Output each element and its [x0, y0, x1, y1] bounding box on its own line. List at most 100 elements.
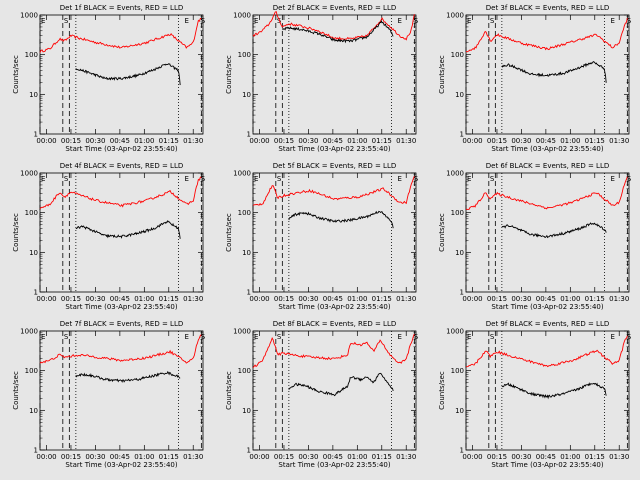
interval-marker-s: S	[64, 333, 69, 341]
y-tick-label: 1000	[20, 12, 38, 20]
lld-series-line	[252, 10, 415, 41]
y-tick-label: 1	[34, 447, 38, 455]
x-tick-label: 00:30	[85, 453, 105, 461]
x-tick-label: 00:30	[85, 295, 105, 303]
y-tick-label: 100	[25, 367, 38, 375]
plot-panel-1: Det 1f BLACK = Events, RED = LLD 1 10 100 10…	[12, 4, 206, 153]
x-tick-label: 00:30	[298, 137, 318, 145]
x-tick-label: 01:00	[134, 453, 154, 461]
x-tick-label: 01:15	[372, 295, 392, 303]
y-axis-label: Counts/sec	[438, 371, 446, 410]
x-tick-label: 01:00	[347, 295, 367, 303]
interval-marker-e: E	[467, 17, 471, 25]
interval-marker-e: E	[184, 17, 188, 25]
x-tick-label: 00:30	[298, 295, 318, 303]
y-tick-label: 1	[460, 447, 464, 455]
x-tick-label: 00:30	[298, 453, 318, 461]
x-tick-label: 00:45	[323, 137, 343, 145]
plot-frame	[252, 172, 417, 293]
x-tick-label: 01:30	[396, 137, 416, 145]
y-tick-label: 10	[455, 407, 464, 415]
plot-frame	[39, 14, 204, 135]
lld-series-line	[252, 333, 415, 369]
interval-marker-s: S	[201, 333, 206, 341]
x-tick-label: 00:45	[323, 453, 343, 461]
interval-marker-s: S	[627, 17, 632, 25]
y-tick-label: 1	[34, 131, 38, 139]
interval-marker-e: E	[397, 175, 401, 183]
x-tick-label: 01:00	[134, 295, 154, 303]
x-axis-label: Start Time (03-Apr-02 23:55:40)	[65, 461, 177, 469]
y-tick-label: 10	[242, 91, 251, 99]
events-series-line	[281, 19, 394, 44]
y-tick-label: 100	[25, 51, 38, 59]
lld-series-line	[39, 18, 202, 53]
interval-marker-e: E	[254, 175, 258, 183]
x-tick-label: 00:00	[249, 295, 269, 303]
interval-marker-s: S	[277, 333, 282, 341]
x-tick-label: 00:15	[487, 295, 507, 303]
x-tick-label: 01:15	[159, 295, 179, 303]
y-tick-label: 1	[460, 131, 464, 139]
x-tick-label: 00:15	[487, 453, 507, 461]
lld-series-line	[465, 335, 628, 368]
y-tick-label: 100	[451, 367, 464, 375]
x-tick-label: 00:00	[36, 453, 56, 461]
y-tick-label: 1000	[233, 328, 251, 336]
x-tick-label: 01:15	[585, 295, 605, 303]
lld-series-line	[39, 334, 202, 364]
y-tick-label: 1000	[20, 170, 38, 178]
y-tick-label: 10	[29, 407, 38, 415]
x-tick-label: 00:00	[36, 295, 56, 303]
events-series-line	[288, 372, 394, 397]
interval-marker-s: S	[414, 333, 419, 341]
x-tick-label: 00:45	[536, 295, 556, 303]
y-tick-label: 1	[247, 289, 251, 297]
plot-title: Det 2f BLACK = Events, RED = LLD	[273, 4, 396, 12]
interval-marker-e: E	[184, 333, 188, 341]
lld-series-line	[39, 176, 202, 210]
plot-panel-4: Det 4f BLACK = Events, RED = LLD 1 10 100 10…	[12, 162, 206, 311]
y-tick-label: 1000	[20, 328, 38, 336]
interval-marker-e: E	[41, 17, 45, 25]
x-tick-label: 01:00	[347, 137, 367, 145]
x-tick-label: 00:45	[536, 137, 556, 145]
x-tick-label: 01:00	[560, 295, 580, 303]
interval-marker-s: S	[490, 333, 495, 341]
y-tick-label: 1	[460, 289, 464, 297]
x-tick-label: 01:30	[183, 137, 203, 145]
y-axis-label: Counts/sec	[225, 371, 233, 410]
y-tick-label: 10	[242, 407, 251, 415]
x-tick-label: 00:45	[110, 295, 130, 303]
interval-marker-s: S	[490, 175, 495, 183]
x-tick-label: 00:45	[110, 453, 130, 461]
y-tick-label: 1	[34, 289, 38, 297]
x-tick-label: 00:30	[85, 137, 105, 145]
y-axis-label: Counts/sec	[12, 55, 20, 94]
interval-marker-e: E	[397, 333, 401, 341]
x-tick-label: 00:00	[462, 137, 482, 145]
y-axis-label: Counts/sec	[438, 213, 446, 252]
interval-marker-s: S	[627, 333, 632, 341]
x-tick-label: 01:15	[372, 453, 392, 461]
y-axis-label: Counts/sec	[225, 213, 233, 252]
y-tick-label: 1000	[233, 12, 251, 20]
interval-marker-e: E	[254, 333, 258, 341]
interval-marker-e: E	[184, 175, 188, 183]
x-tick-label: 00:15	[274, 453, 294, 461]
interval-marker-s: S	[627, 175, 632, 183]
y-tick-label: 10	[29, 91, 38, 99]
interval-marker-e: E	[397, 17, 401, 25]
x-axis-label: Start Time (03-Apr-02 23:55:40)	[491, 461, 603, 469]
interval-marker-e: E	[467, 333, 471, 341]
plot-frame	[39, 330, 204, 451]
x-tick-label: 00:00	[462, 453, 482, 461]
x-tick-label: 00:00	[36, 137, 56, 145]
interval-marker-s: S	[414, 175, 419, 183]
events-series-line	[501, 222, 607, 239]
plot-frame	[465, 330, 630, 451]
x-tick-label: 00:15	[487, 137, 507, 145]
y-tick-label: 10	[455, 249, 464, 257]
x-tick-label: 01:15	[372, 137, 392, 145]
